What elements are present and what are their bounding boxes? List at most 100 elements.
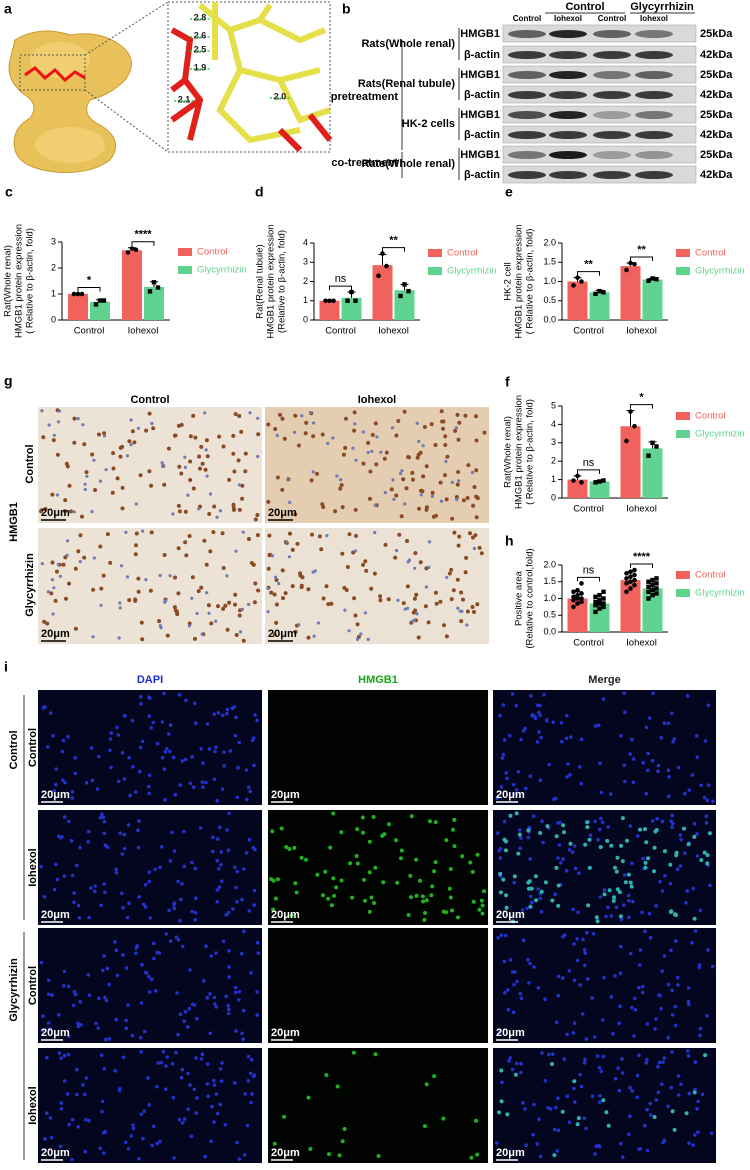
cell xyxy=(568,773,572,777)
data-point xyxy=(654,591,659,596)
micrograph xyxy=(268,1048,488,1163)
cell xyxy=(150,977,154,982)
cell xyxy=(354,533,359,538)
cell xyxy=(685,1049,690,1053)
cell xyxy=(119,891,124,896)
cell xyxy=(53,598,58,603)
cell xyxy=(474,438,479,443)
cell xyxy=(69,509,73,514)
cell xyxy=(421,444,425,448)
cell xyxy=(218,1102,223,1107)
size-label: 25kDa xyxy=(700,149,733,161)
cell xyxy=(682,826,686,831)
cell xyxy=(441,426,445,431)
cell xyxy=(324,584,329,589)
cell xyxy=(676,975,680,980)
cell xyxy=(274,575,278,579)
cell xyxy=(504,933,508,938)
cell xyxy=(473,1118,478,1123)
cell xyxy=(658,994,662,998)
cell xyxy=(45,1055,49,1060)
cell xyxy=(471,503,476,508)
cell xyxy=(432,1074,437,1079)
cell xyxy=(129,443,133,447)
data-point xyxy=(571,589,576,595)
data-point xyxy=(593,480,598,485)
cell xyxy=(252,763,256,768)
cell xyxy=(203,411,207,415)
cell xyxy=(433,590,438,595)
cell xyxy=(105,532,110,537)
cell xyxy=(545,718,549,722)
cell xyxy=(284,845,289,849)
cell xyxy=(430,490,435,495)
cell xyxy=(75,1092,79,1097)
cell xyxy=(209,954,213,958)
x-tick-label: Control xyxy=(573,326,604,337)
cell xyxy=(698,908,703,913)
cell xyxy=(673,1004,678,1009)
cell xyxy=(292,430,297,434)
cell xyxy=(109,765,113,770)
cell xyxy=(477,545,482,550)
cell xyxy=(136,426,140,430)
panel-label: g xyxy=(4,373,13,389)
cell xyxy=(598,761,602,766)
cell xyxy=(649,1113,653,1117)
cell xyxy=(656,763,661,768)
micrograph xyxy=(38,407,262,523)
cell xyxy=(695,854,700,858)
cell xyxy=(638,963,642,967)
cell xyxy=(236,458,241,463)
cell xyxy=(637,1053,641,1058)
cell xyxy=(515,979,519,984)
cell xyxy=(212,1078,216,1083)
cell xyxy=(565,775,569,779)
cell xyxy=(52,433,56,437)
cell xyxy=(614,869,619,874)
cell xyxy=(366,637,370,642)
cell xyxy=(240,897,244,902)
x-tick-label: Control xyxy=(74,326,105,337)
band xyxy=(593,71,631,79)
data-point xyxy=(597,606,602,611)
cell xyxy=(519,737,523,742)
cell xyxy=(652,1115,657,1119)
row-label: Iohexol xyxy=(27,848,39,887)
cell xyxy=(60,749,65,754)
cell xyxy=(687,1141,691,1145)
cell xyxy=(679,1082,683,1086)
cell xyxy=(557,843,562,847)
cell xyxy=(212,712,216,716)
cell xyxy=(48,1116,53,1120)
cell xyxy=(390,426,395,430)
cell xyxy=(117,636,121,640)
data-point xyxy=(571,594,576,600)
significance-label: ns xyxy=(583,457,595,469)
cell xyxy=(530,900,534,905)
legend-swatch xyxy=(428,267,442,275)
scale-bar-label: 20μm xyxy=(496,789,525,801)
cell xyxy=(193,435,198,440)
cell xyxy=(443,473,447,478)
cell xyxy=(122,832,127,837)
cell xyxy=(118,606,122,610)
cell xyxy=(94,1021,98,1026)
panel-label: a xyxy=(4,1,12,17)
cell xyxy=(374,462,379,467)
cell xyxy=(55,877,60,882)
cell xyxy=(686,842,691,847)
cell xyxy=(499,1099,504,1104)
cell xyxy=(209,621,214,626)
cell xyxy=(50,578,55,582)
y-tick-label: 3 xyxy=(51,236,56,246)
cell xyxy=(565,713,569,718)
cell xyxy=(660,969,664,973)
cell xyxy=(392,497,396,501)
cell xyxy=(456,470,461,474)
cell xyxy=(102,954,106,958)
cell xyxy=(275,475,280,480)
cell xyxy=(65,1092,70,1096)
cell xyxy=(543,1079,548,1083)
cell xyxy=(134,502,138,506)
